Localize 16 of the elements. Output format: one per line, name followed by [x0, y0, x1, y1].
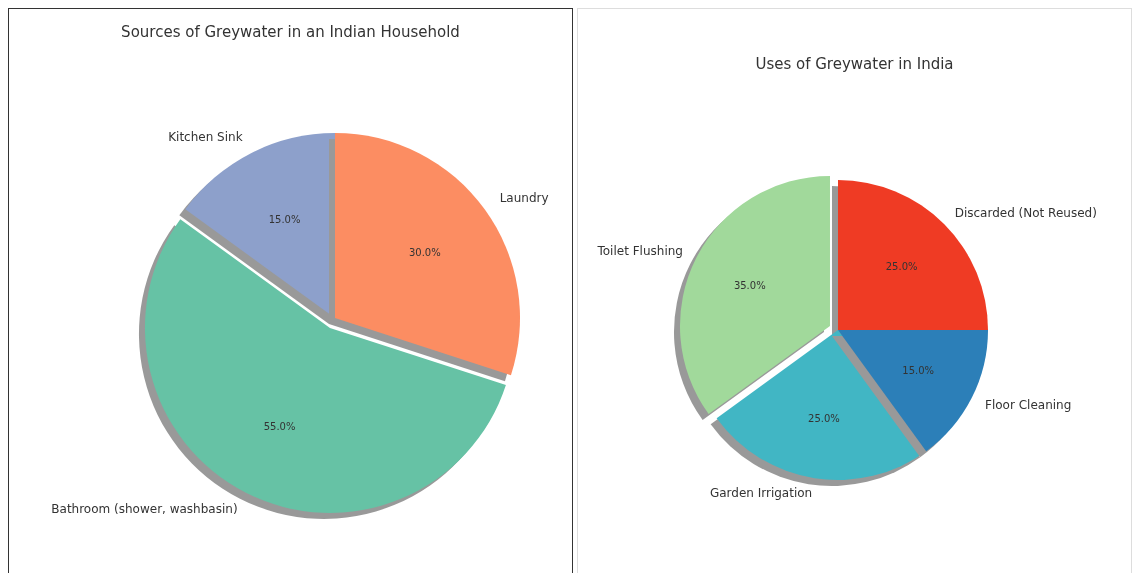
chart-title: Sources of Greywater in an Indian Household — [120, 23, 461, 41]
data-label: 15.0% — [902, 365, 935, 377]
slice-label: Laundry — [499, 191, 549, 206]
slice-label: Garden Irrigation — [709, 485, 813, 500]
data-label: 30.0% — [408, 247, 441, 259]
data-label: 55.0% — [263, 421, 296, 433]
slice-label: Kitchen Sink — [168, 129, 243, 144]
slice-label: Floor Cleaning — [985, 397, 1072, 412]
slice-label: Discarded (Not Reused) — [954, 206, 1097, 221]
chart-title: Uses of Greywater in India — [754, 55, 955, 73]
data-label: 15.0% — [268, 213, 301, 225]
slice-label: Toilet Flushing — [596, 244, 683, 259]
slice-label: Bathroom (shower, washbasin) — [51, 502, 238, 517]
data-label: 35.0% — [733, 279, 766, 291]
data-label: 25.0% — [808, 413, 840, 425]
data-label: 25.0% — [885, 260, 918, 272]
